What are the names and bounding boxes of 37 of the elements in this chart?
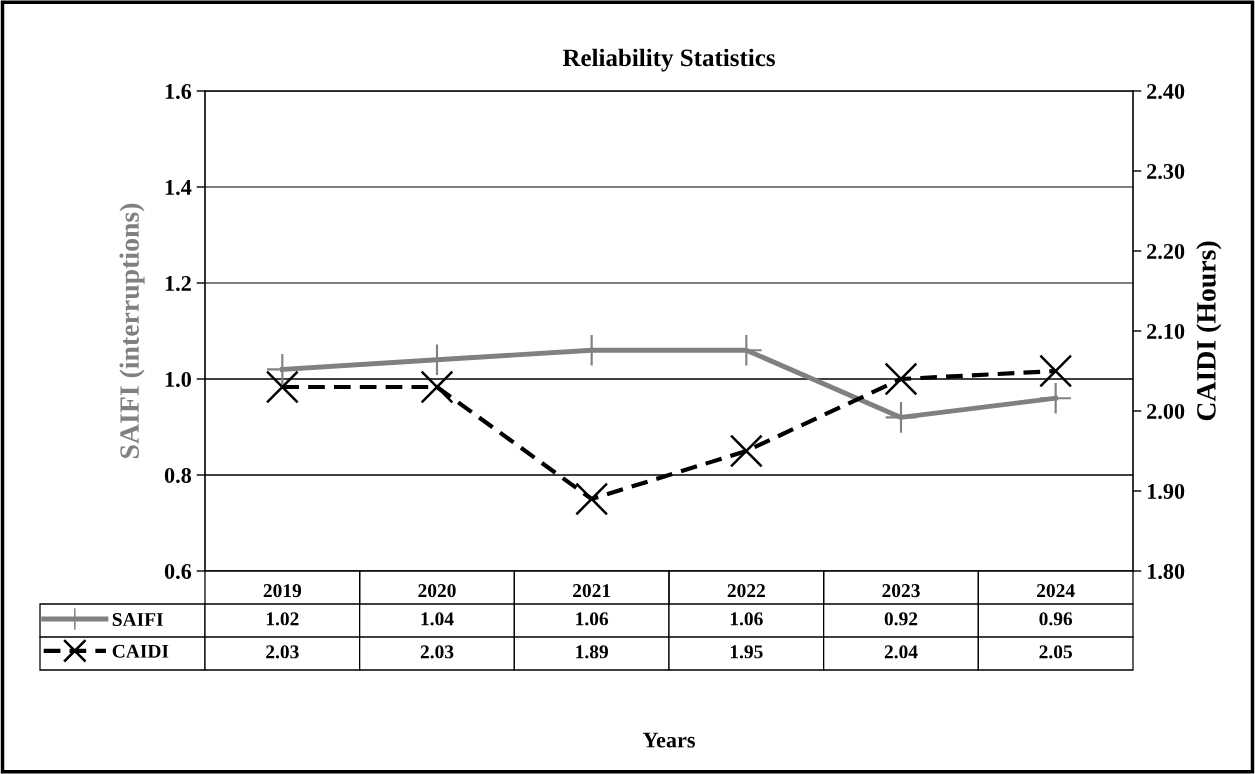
legend-label: SAIFI — [112, 612, 163, 627]
y-tick-label: 1.6 — [165, 83, 192, 100]
y2-tick-label: 2.40 — [1147, 83, 1185, 100]
y2-tick-label: 2.20 — [1147, 243, 1185, 260]
y-tick-label: 1.0 — [165, 371, 191, 388]
y2-axis-title: CAIDI (Hours) — [1196, 241, 1222, 421]
data-label: 2.03 — [420, 645, 454, 659]
y-tick-label: 0.6 — [164, 563, 192, 580]
x-tick-label: 2020 — [418, 584, 456, 598]
data-label: 2.05 — [1039, 645, 1072, 659]
x-tick-label: 2023 — [882, 584, 920, 598]
data-label: 1.06 — [576, 612, 609, 626]
data-label: 2.04 — [884, 645, 918, 659]
y2-tick-label: 1.90 — [1147, 483, 1185, 500]
y-tick-label: 1.2 — [165, 275, 191, 292]
y2-tick-label: 1.80 — [1147, 563, 1185, 580]
y2-tick-label: 2.10 — [1147, 323, 1185, 340]
y2-tick-label: 2.30 — [1147, 163, 1185, 180]
data-label: 1.04 — [421, 612, 454, 626]
data-label: 1.06 — [730, 612, 763, 626]
chart-title: Reliability Statistics — [562, 48, 775, 72]
legend-label: CAIDI — [112, 644, 169, 658]
text: Years — [642, 732, 695, 748]
x-tick-label: 2021 — [573, 584, 611, 598]
data-label: 1.89 — [576, 645, 608, 659]
data-label: 0.96 — [1039, 612, 1073, 626]
data-label: 1.02 — [266, 612, 299, 626]
data-label: 1.95 — [730, 645, 763, 659]
y2-tick-label: 2.00 — [1147, 403, 1185, 420]
y-tick-label: 1.4 — [165, 180, 192, 196]
x-tick-label: 2024 — [1037, 584, 1075, 598]
x-tick-label: 2019 — [263, 584, 302, 598]
data-label: 2.03 — [266, 645, 299, 659]
data-label: 0.92 — [884, 612, 918, 626]
x-tick-label: 2022 — [727, 584, 765, 598]
y-tick-label: 0.8 — [164, 467, 192, 484]
y-axis-title: SAIFI (interruptions) — [119, 203, 145, 458]
